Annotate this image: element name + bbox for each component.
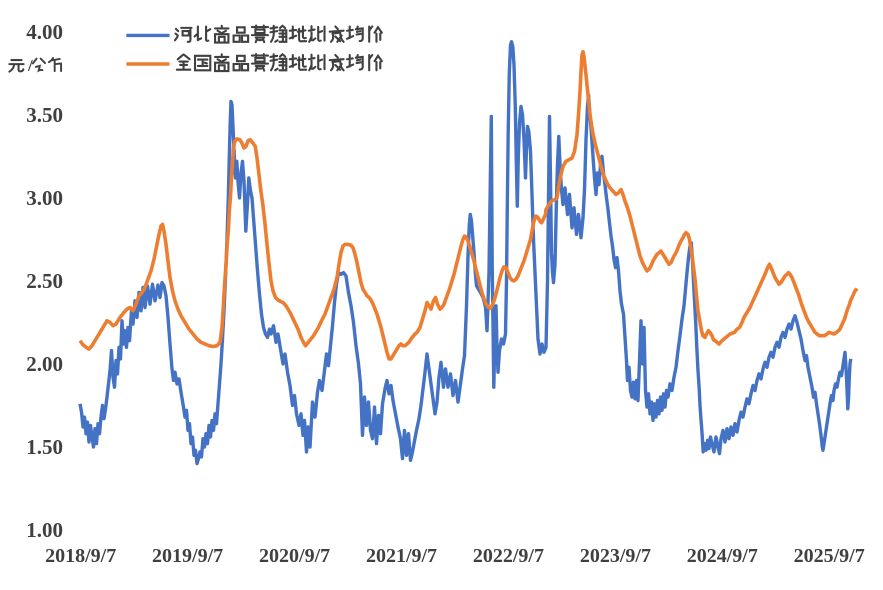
svg-text:2020/9/7: 2020/9/7 <box>259 545 330 567</box>
svg-text:/: / <box>27 56 33 75</box>
svg-text:2.00: 2.00 <box>26 352 63 376</box>
svg-text:4.00: 4.00 <box>26 20 63 44</box>
svg-text:2024/9/7: 2024/9/7 <box>687 545 758 567</box>
svg-text:2.50: 2.50 <box>26 269 63 293</box>
svg-text:2023/9/7: 2023/9/7 <box>580 545 651 567</box>
svg-text:2021/9/7: 2021/9/7 <box>366 545 437 567</box>
svg-text:1.50: 1.50 <box>26 435 63 459</box>
svg-text:1.00: 1.00 <box>26 518 63 542</box>
svg-text:2019/9/7: 2019/9/7 <box>152 545 223 567</box>
svg-text:3.00: 3.00 <box>26 186 63 210</box>
svg-text:3.50: 3.50 <box>26 103 63 127</box>
svg-text:2018/9/7: 2018/9/7 <box>45 545 116 567</box>
svg-text:2022/9/7: 2022/9/7 <box>473 545 544 567</box>
svg-text:2025/9/7: 2025/9/7 <box>794 545 865 567</box>
